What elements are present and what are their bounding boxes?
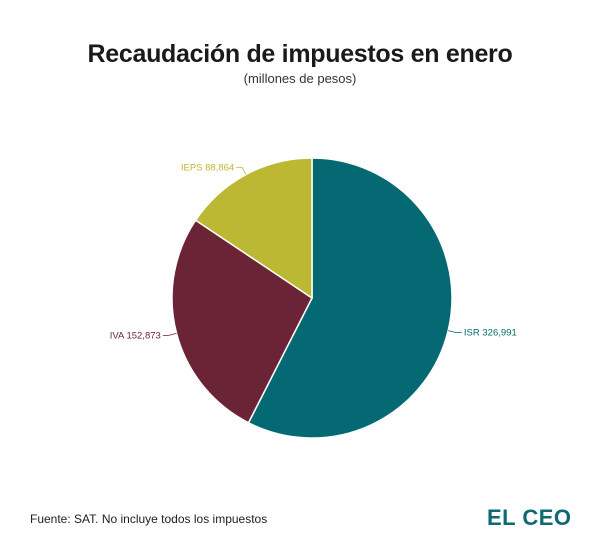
chart-title: Recaudación de impuestos en enero	[87, 40, 513, 68]
leader-line-iva	[162, 332, 177, 336]
brand-logo: EL CEO	[487, 505, 572, 530]
leader-line-ieps	[236, 167, 247, 175]
leader-line-isr	[448, 330, 462, 333]
source-note: Fuente: SAT. No incluye todos los impues…	[30, 512, 268, 526]
slice-label-iva: IVA 152,873	[110, 330, 161, 341]
slice-label-ieps: IEPS 88,864	[181, 162, 234, 173]
chart-subtitle: (millones de pesos)	[243, 71, 357, 86]
slice-label-isr: ISR 326,991	[464, 328, 517, 339]
